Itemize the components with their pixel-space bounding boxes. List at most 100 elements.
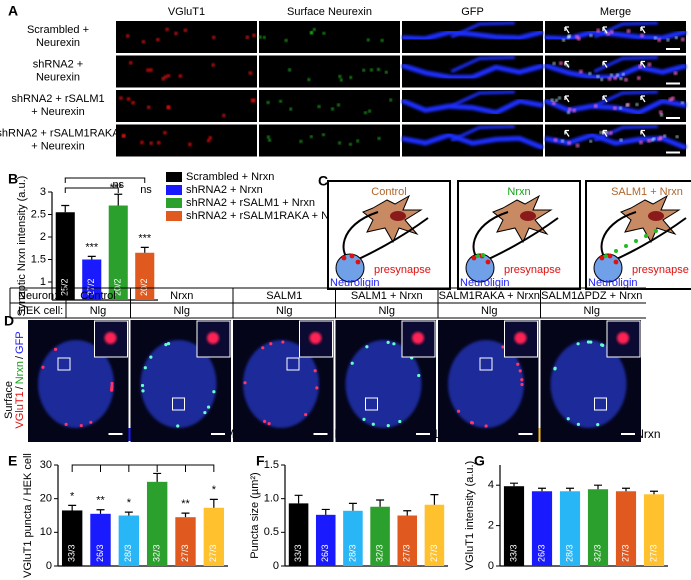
puncta <box>589 139 593 143</box>
neurite-branch <box>593 90 658 108</box>
puncta <box>183 28 188 33</box>
legend-swatch <box>166 185 182 195</box>
bracket-label: ns <box>140 184 152 196</box>
bar-label: 32/3 <box>152 544 162 562</box>
puncta <box>567 141 571 145</box>
image-background <box>116 90 257 122</box>
bar-label: 27/3 <box>402 544 412 562</box>
puncta <box>350 361 354 365</box>
puncta <box>380 38 384 42</box>
error-bar <box>124 511 133 516</box>
neurite-branch <box>593 125 658 142</box>
puncta <box>156 37 160 42</box>
puncta <box>552 61 556 65</box>
nrxn-dot <box>654 229 658 233</box>
y-tick-label: 0 <box>273 560 279 572</box>
puncta <box>619 138 623 142</box>
micrograph <box>233 320 334 442</box>
puncta <box>616 73 619 77</box>
puncta <box>339 78 343 82</box>
image-background <box>259 55 400 88</box>
puncta <box>146 105 151 110</box>
puncta <box>552 101 556 105</box>
puncta <box>625 103 629 107</box>
puncta <box>658 110 663 115</box>
row-label: shRNA2 + rSALM1RAKA <box>0 127 120 139</box>
hek-header: Nlg <box>481 305 498 317</box>
hek-cell-image <box>140 340 217 428</box>
puncta <box>304 413 308 417</box>
roi-box <box>172 397 185 411</box>
panel-label: C <box>318 173 328 189</box>
puncta <box>110 386 114 390</box>
error-bar <box>294 494 303 504</box>
puncta <box>653 36 657 40</box>
significance: *** <box>138 232 152 244</box>
puncta <box>338 75 342 78</box>
bar-label: 28/3 <box>564 544 574 562</box>
bar-label: 28/3 <box>347 544 357 562</box>
hek-cell-image <box>38 340 114 428</box>
puncta <box>389 98 393 102</box>
neurite-branch <box>450 56 515 73</box>
puncta <box>211 35 216 40</box>
bar <box>175 517 196 566</box>
puncta <box>321 133 325 137</box>
micrograph <box>401 124 544 157</box>
puncta <box>657 137 662 141</box>
puncta <box>79 423 83 428</box>
puncta <box>663 134 667 138</box>
panel-label: B <box>8 171 18 187</box>
puncta <box>576 342 580 346</box>
diagram-title: SALM1 + Nrxn <box>611 186 683 198</box>
micrograph <box>130 320 231 442</box>
neuron-header: SALM1 + Nrxn <box>351 290 423 302</box>
row-label: + Neurexin <box>31 140 85 152</box>
puncta <box>613 76 618 80</box>
neuroligin-label: Neuroligin <box>588 277 638 289</box>
inset-puncta <box>309 332 322 344</box>
y-tick-label: 30 <box>40 459 52 471</box>
puncta <box>110 381 114 386</box>
row-label: + Neurexin <box>31 106 85 118</box>
puncta <box>64 422 68 426</box>
puncta <box>575 143 580 148</box>
bar <box>587 489 609 566</box>
puncta <box>589 34 593 37</box>
puncta <box>258 35 262 39</box>
hek-cell-image <box>550 340 627 428</box>
neurite-branch <box>450 90 515 108</box>
puncta <box>89 420 93 424</box>
error-bar <box>403 510 412 516</box>
puncta <box>596 422 600 427</box>
side-label-part: VGluT1 <box>14 391 26 428</box>
puncta <box>368 109 372 113</box>
puncta <box>470 420 474 425</box>
puncta <box>349 76 353 79</box>
puncta <box>501 345 505 349</box>
micrograph <box>544 90 687 122</box>
synapse-dot <box>485 259 491 265</box>
puncta <box>626 29 631 33</box>
puncta <box>131 100 135 105</box>
roi-box <box>57 357 71 371</box>
puncta <box>553 366 557 370</box>
puncta <box>668 97 673 102</box>
puncta <box>639 140 643 145</box>
puncta <box>245 35 250 40</box>
micrograph <box>438 320 539 442</box>
puncta <box>608 131 613 135</box>
significance: ** <box>96 495 105 507</box>
side-label: VGluT1/Nrxn/GFP <box>14 331 26 428</box>
puncta <box>163 130 167 135</box>
bar <box>61 510 83 566</box>
roi-box <box>479 357 493 371</box>
micrograph <box>544 55 687 88</box>
bar-label: 27/3 <box>208 544 218 562</box>
puncta <box>640 33 644 38</box>
arrow <box>602 60 608 68</box>
puncta <box>624 77 628 82</box>
bar-label: 32/3 <box>592 544 602 562</box>
puncta <box>647 138 651 143</box>
